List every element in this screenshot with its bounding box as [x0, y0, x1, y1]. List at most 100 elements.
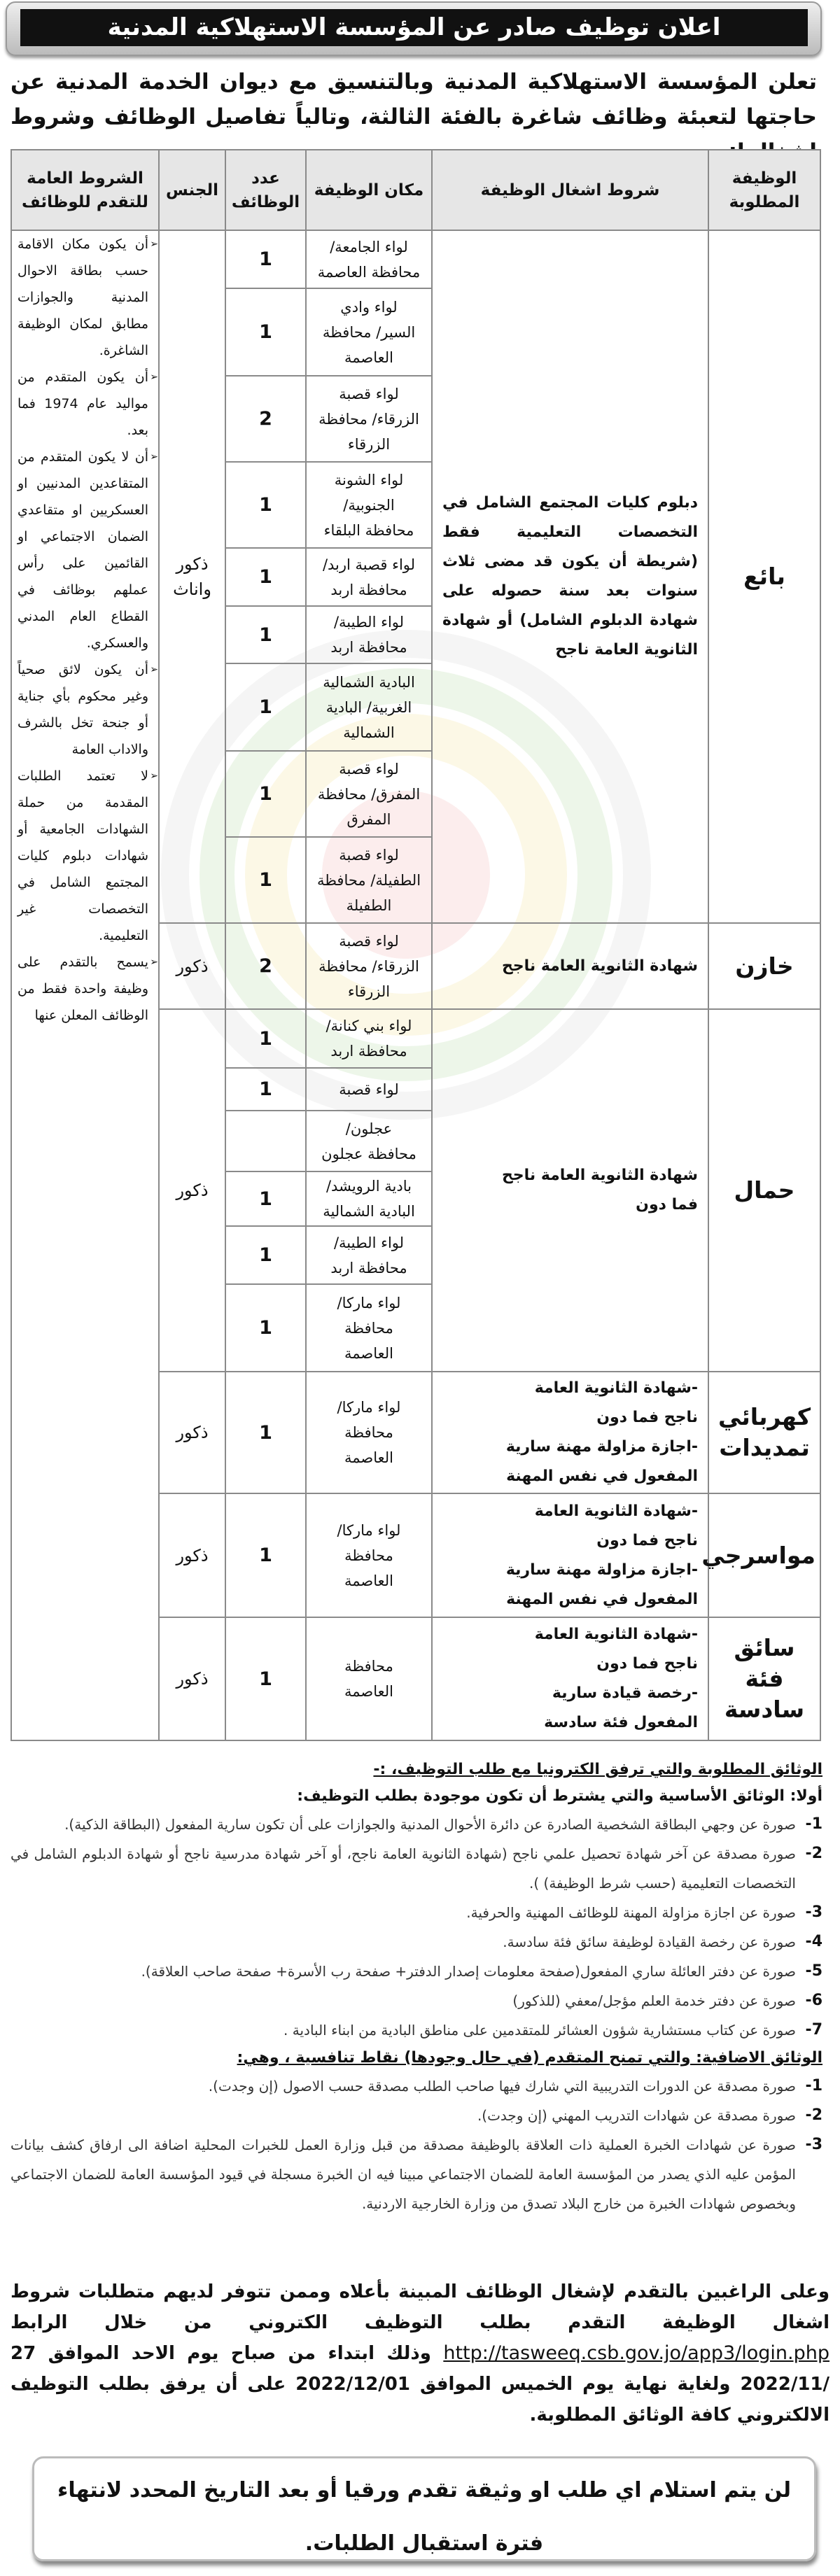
job-gender: ذكور — [158, 1008, 226, 1372]
table-row: لواء الطيبة/ محافظة اربد 1 — [11, 605, 820, 664]
job-location: لواء قصبة اربد/ محافظة اربد — [305, 547, 433, 607]
table-row: عجلون/ محافظة عجلون — [11, 1110, 820, 1172]
document-item: 4- صورة عن رخصة القيادة لوظيفة سائق فئة س… — [10, 1927, 822, 1957]
table-row: لواء قصبة اربد/ محافظة اربد 1 — [11, 547, 820, 607]
basic-documents-heading: أولا: الوثائق الأساسية والتي يشترط أن تك… — [297, 1787, 822, 1805]
job-location: لواء الجامعة/ محافظة العاصمة — [305, 230, 433, 289]
job-count: 1 — [225, 605, 307, 664]
job-title: سائق فئة سادسة — [708, 1617, 821, 1741]
job-location: لواء ماركا/ محافظة العاصمة — [305, 1493, 433, 1618]
document-text: صورة مصدقة عن شهادات التدريب المهني (إن … — [477, 2107, 796, 2124]
jobs-table: الوظيفة المطلوبة شروط اشغال الوظيفة مكان… — [10, 149, 821, 1741]
job-conditions: -شهادة الثانوية العامة ناجح فما دون -رخص… — [431, 1617, 709, 1741]
document-number: 6- — [805, 1992, 822, 2009]
arrow-bullet-icon: ➢ — [150, 239, 158, 250]
table-header-row: الوظيفة المطلوبة شروط اشغال الوظيفة مكان… — [10, 149, 821, 231]
job-location: لواء الطيبة/ محافظة اربد — [305, 605, 433, 664]
header-place: مكان الوظيفة — [305, 149, 433, 231]
job-title: كهربائي تمديدات — [708, 1371, 821, 1494]
general-condition-item: ➢ أن يكون المتقدم من مواليد عام 1974 فما … — [18, 364, 158, 444]
job-location: لواء قصبة الزرقاء/ محافظة الزرقاء — [305, 375, 433, 463]
job-conditions: -شهادة الثانوية العامة ناجح فما دون -اجا… — [431, 1371, 709, 1494]
header-conditions: شروط اشغال الوظيفة — [431, 149, 709, 231]
header-general: الشروط العامة للتقدم للوظائف — [10, 149, 160, 231]
document-number: 2- — [805, 1845, 822, 1862]
document-number: 3- — [805, 2136, 822, 2153]
arrow-bullet-icon: ➢ — [150, 957, 158, 968]
job-conditions: شهادة الثانوية العامة ناجح فما دون — [431, 1008, 709, 1372]
table-row: بائع دبلوم كليات المجتمع الشامل في التخصص… — [10, 230, 821, 1741]
job-title: خازن — [708, 922, 821, 1010]
document-text: صورة عن شهادات الخبرة العملية ذات العلاق… — [10, 2137, 796, 2212]
document-item: 5- صورة عن دفتر العائلة ساري المفعول(صفحة… — [10, 1957, 822, 1986]
header-job: الوظيفة المطلوبة — [708, 149, 821, 231]
job-location: لواء قصبة الزرقاء/ محافظة الزرقاء — [305, 922, 433, 1010]
job-count — [225, 1110, 307, 1172]
documents-title: الوثائق المطلوبة والتي ترفق الكترونيا مع… — [373, 1761, 822, 1778]
job-location: لواء قصبة المفرق/ محافظة المفرق — [305, 750, 433, 838]
document-number: 5- — [805, 1962, 822, 1980]
job-count: 1 — [225, 836, 307, 924]
job-count: 2 — [225, 922, 307, 1010]
document-number: 2- — [805, 2106, 822, 2124]
job-gender: ذكور — [158, 1493, 226, 1618]
table-row: بادية الرويشد/ البادية الشمالية 1 — [11, 1171, 820, 1227]
job-title: مواسرجي — [701, 1493, 821, 1618]
table-row: لواء قصبة الطفيلة/ محافظة الطفيلة 1 — [11, 836, 820, 924]
job-title: حمال — [708, 1008, 821, 1372]
basic-documents-list: 1- صورة عن وجهي البطاقة الشخصية الصادرة ع… — [10, 1810, 822, 2045]
job-count: 1 — [225, 288, 307, 376]
job-location: لواء ماركا/ محافظة العاصمة — [305, 1371, 433, 1494]
document-text: صورة عن وجهي البطاقة الشخصية الصادرة عن … — [64, 1816, 796, 1833]
job-location: لواء قصبة الطفيلة/ محافظة الطفيلة — [305, 836, 433, 924]
document-item: 1- صورة عن وجهي البطاقة الشخصية الصادرة ع… — [10, 1810, 822, 1839]
job-count: 1 — [225, 1171, 307, 1227]
job-conditions: دبلوم كليات المجتمع الشامل في التخصصات ا… — [431, 230, 709, 924]
application-link[interactable]: http://tasweeq.csb.gov.jo/app3/login.php — [443, 2342, 830, 2364]
document-number: 7- — [805, 2021, 822, 2039]
document-number: 3- — [805, 1903, 822, 1921]
job-location: محافظة العاصمة — [305, 1617, 433, 1741]
document-item: 7- صورة عن كتاب مستشارية شؤون العشائر للم… — [10, 2015, 822, 2045]
job-location: لواء الشونة الجنوبية/ محافظة البلقاء — [305, 461, 433, 549]
table-row: لواء قصبة المفرق/ محافظة المفرق 1 — [11, 750, 820, 838]
table-row: لواء قصبة الزرقاء/ محافظة الزرقاء 2 — [11, 375, 820, 463]
document-number: 1- — [805, 2077, 822, 2095]
table-row: لواء قصبة 1 — [11, 1067, 820, 1111]
job-count: 1 — [225, 1008, 307, 1069]
table-row: لواء وادي السير/ محافظة العاصمة 1 — [11, 288, 820, 376]
job-location: لواء ماركا/ محافظة العاصمة — [305, 1283, 433, 1372]
title-banner: اعلان توظيف صادر عن المؤسسة الاستهلاكية … — [6, 1, 822, 56]
table-row: لواء ماركا/ محافظة العاصمة 1 — [11, 1283, 820, 1372]
notice-box: لن يتم استلام اي طلب او وثيقة تقدم ورقيا… — [32, 2456, 816, 2561]
document-text: صورة عن دفتر العائلة ساري المفعول(صفحة م… — [141, 1963, 796, 1980]
general-condition-item: ➢ لا تعتمد الطلبات المقدمة من حملة الشهاد… — [18, 763, 158, 949]
job-conditions: شهادة الثانوية العامة ناجح — [431, 922, 709, 1010]
additional-documents-list: 1- صورة مصدقة عن الدورات التدريبية التي ش… — [10, 2071, 822, 2218]
job-location: لواء وادي السير/ محافظة العاصمة — [305, 288, 433, 376]
job-count: 1 — [225, 1371, 307, 1494]
application-instructions: وعلى الراغبين بالتقدم لإشغال الوظائف الم… — [10, 2276, 830, 2430]
job-gender: ذكور — [158, 1371, 226, 1494]
job-location: لواء قصبة — [305, 1067, 433, 1111]
table-row: لواء الطيبة/ محافظة اربد 1 — [11, 1225, 820, 1285]
job-count: 1 — [225, 1283, 307, 1372]
general-condition-item: ➢ أن يكون مكان الاقامة حسب بطاقة الاحوال … — [18, 231, 158, 364]
job-gender: ذكور — [158, 922, 226, 1010]
general-condition-text: لا تعتمد الطلبات المقدمة من حملة الشهادا… — [18, 768, 148, 943]
document-item: 3- صورة عن اجازة مزاولة المهنة للوظائف ال… — [10, 1898, 822, 1927]
job-conditions: -شهادة الثانوية العامة ناجح فما دون -اجا… — [431, 1493, 709, 1618]
job-count: 1 — [225, 1493, 307, 1618]
job-count: 1 — [225, 1225, 307, 1285]
general-condition-text: يسمح بالتقدم على وظيفة واحدة فقط من الوظ… — [18, 955, 148, 1023]
job-location: البادية الشمالية الغربية/ البادية الشمال… — [305, 663, 433, 752]
job-gender: ذكور — [158, 1617, 226, 1741]
document-item: 6- صورة عن دفتر خدمة العلم مؤجل/معفي (للذ… — [10, 1986, 822, 2015]
document-text: صورة مصدقة عن آخر شهادة تحصيل علمي ناجح … — [10, 1845, 796, 1892]
job-location: لواء بني كنانة/ محافظة اربد — [305, 1008, 433, 1069]
job-title: بائع — [708, 230, 821, 924]
required-documents: الوثائق المطلوبة والتي ترفق الكترونيا مع… — [10, 1757, 822, 2218]
header-count: عدد الوظائف — [225, 149, 307, 231]
table-row: سائق فئة سادسة -شهادة الثانوية العامة ناج… — [11, 1617, 821, 1741]
page-title: اعلان توظيف صادر عن المؤسسة الاستهلاكية … — [20, 9, 808, 46]
